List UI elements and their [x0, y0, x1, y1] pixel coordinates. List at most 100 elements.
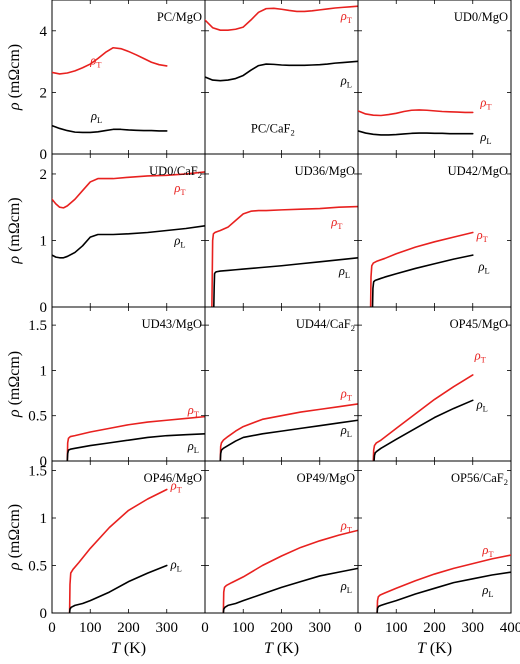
panel-ud43-mgo: ρT ρL UD43/MgO: [51, 306, 206, 462]
panel-title: PC/MgO: [157, 10, 202, 24]
series-line-rho-l: [213, 256, 358, 307]
series-line-rho-t: [68, 488, 168, 613]
series-label-rho-t: ρT: [340, 9, 353, 25]
series-line-rho-t: [52, 171, 205, 209]
x-tick-label: 200: [117, 620, 140, 636]
panel-ud44-caf2: ρT ρL UD44/CaF2: [204, 306, 359, 462]
y-tick-label: 0.5: [28, 409, 47, 425]
series-line-rho-l: [205, 60, 358, 82]
panel-title: UD36/MgO: [295, 164, 355, 178]
series-line-rho-t: [66, 415, 205, 461]
x-axis-label: T (K): [264, 640, 299, 657]
y-tick-label: 1: [40, 363, 48, 379]
y-tick-label: 0: [40, 300, 48, 316]
y-tick-label: 1: [40, 233, 48, 249]
x-tick-label: 200: [423, 620, 446, 636]
y-axis-label: ρ (mΩcm): [6, 197, 23, 264]
panel-title: OP56/CaF2: [451, 471, 508, 487]
x-tick-label: 0: [354, 620, 362, 636]
series-label-rho-l: ρL: [481, 583, 493, 599]
series-label-rho-t: ρT: [479, 95, 492, 111]
y-tick-label: 1.5: [28, 318, 47, 334]
series-label-rho-l: ρL: [340, 74, 352, 90]
panel-ud36-mgo: ρT ρL UD36/MgO: [204, 153, 359, 308]
series-label-rho-l: ρL: [477, 259, 489, 275]
panel-title: OP46/MgO: [144, 471, 202, 485]
panel-ud42-mgo: ρT ρL UD42/MgO: [357, 153, 512, 308]
series-line-rho-t: [376, 554, 511, 613]
panel-title: UD0/MgO: [454, 10, 508, 24]
series-label-rho-l: ρL: [476, 397, 488, 413]
series-line-rho-t: [222, 529, 358, 613]
series-line-rho-t: [211, 205, 358, 307]
series-label-rho-l: ρL: [170, 557, 182, 573]
series-line-rho-t: [372, 374, 474, 461]
panel-op56-caf2: ρT ρL OP56/CaF2: [357, 460, 512, 614]
series-line-rho-t: [205, 5, 358, 31]
y-tick-label: 2: [40, 167, 48, 183]
x-tick-label: 100: [79, 620, 102, 636]
series-line-rho-l: [219, 419, 358, 461]
x-tick-label: 0: [48, 620, 56, 636]
series-line-rho-t: [219, 403, 358, 461]
series-line-rho-l: [66, 433, 205, 461]
series-line-rho-l: [376, 571, 511, 613]
y-tick-label: 0: [40, 147, 48, 163]
series-line-rho-l: [68, 564, 168, 613]
series-line-rho-l: [52, 225, 205, 259]
y-tick-label: 0: [40, 454, 48, 470]
x-tick-label: 0: [201, 620, 209, 636]
panel-op46-mgo: ρT ρL OP46/MgO: [51, 460, 206, 614]
series-line-rho-l: [358, 130, 474, 136]
panel-title: UD44/CaF2: [296, 317, 355, 333]
x-tick-label: 100: [232, 620, 255, 636]
y-tick-label: 4: [40, 24, 48, 40]
series-label-rho-l: ρL: [479, 130, 491, 146]
series-line-rho-l: [52, 124, 168, 134]
panel-title: UD43/MgO: [142, 317, 202, 331]
x-axis-label: T (K): [417, 640, 452, 657]
y-tick-label: 1: [40, 511, 48, 527]
series-label-rho-t: ρT: [474, 349, 487, 365]
panel-op49-mgo: ρT ρL OP49/MgO: [204, 460, 359, 614]
x-tick-label: 300: [462, 620, 485, 636]
series-line-rho-l: [222, 567, 358, 613]
series-label-rho-t: ρT: [187, 403, 200, 419]
series-label-rho-l: ρL: [173, 233, 185, 249]
y-axis-label: ρ (mΩcm): [6, 44, 23, 111]
panel-pc-mgo: ρT ρL PC/MgO: [51, 0, 206, 155]
y-tick-label: 2: [40, 85, 48, 101]
series-label-rho-t: ρT: [340, 387, 353, 403]
series-label-rho-t: ρT: [340, 518, 353, 534]
x-tick-label: 400: [500, 620, 520, 636]
series-line-rho-l: [373, 399, 474, 461]
series-label-rho-t: ρT: [481, 543, 494, 559]
series-label-rho-l: ρL: [90, 109, 102, 125]
y-axis-label: ρ (mΩcm): [6, 504, 23, 571]
panel-ud0-caf2: ρT ρL UD0/CaF2: [51, 153, 206, 308]
x-tick-label: 300: [309, 620, 332, 636]
series-label-rho-t: ρT: [89, 54, 102, 70]
series-line-rho-l: [371, 254, 474, 307]
x-tick-label: 300: [156, 620, 179, 636]
series-label-rho-l: ρL: [340, 423, 352, 439]
y-axis-label: ρ (mΩcm): [6, 351, 23, 418]
series-label-rho-l: ρL: [187, 439, 199, 455]
series-label-rho-t: ρT: [170, 479, 183, 495]
series-label-rho-t: ρT: [173, 181, 186, 197]
series-label-rho-t: ρT: [476, 228, 489, 244]
y-tick-label: 1.5: [28, 464, 47, 480]
panel-title: UD42/MgO: [448, 164, 508, 178]
y-tick-label: 0: [40, 606, 48, 622]
x-tick-label: 200: [270, 620, 293, 636]
y-tick-label: 0.5: [28, 559, 47, 575]
series-line-rho-t: [358, 109, 474, 117]
series-label-rho-l: ρL: [340, 579, 352, 595]
series-line-rho-t: [369, 231, 474, 307]
panel-title: OP49/MgO: [297, 471, 355, 485]
panel-title: UD0/CaF2: [149, 164, 202, 180]
x-tick-label: 100: [385, 620, 408, 636]
panel-ud0-mgo: ρT ρL UD0/MgO: [357, 0, 512, 155]
panel-title: PC/CaF2: [251, 121, 295, 137]
